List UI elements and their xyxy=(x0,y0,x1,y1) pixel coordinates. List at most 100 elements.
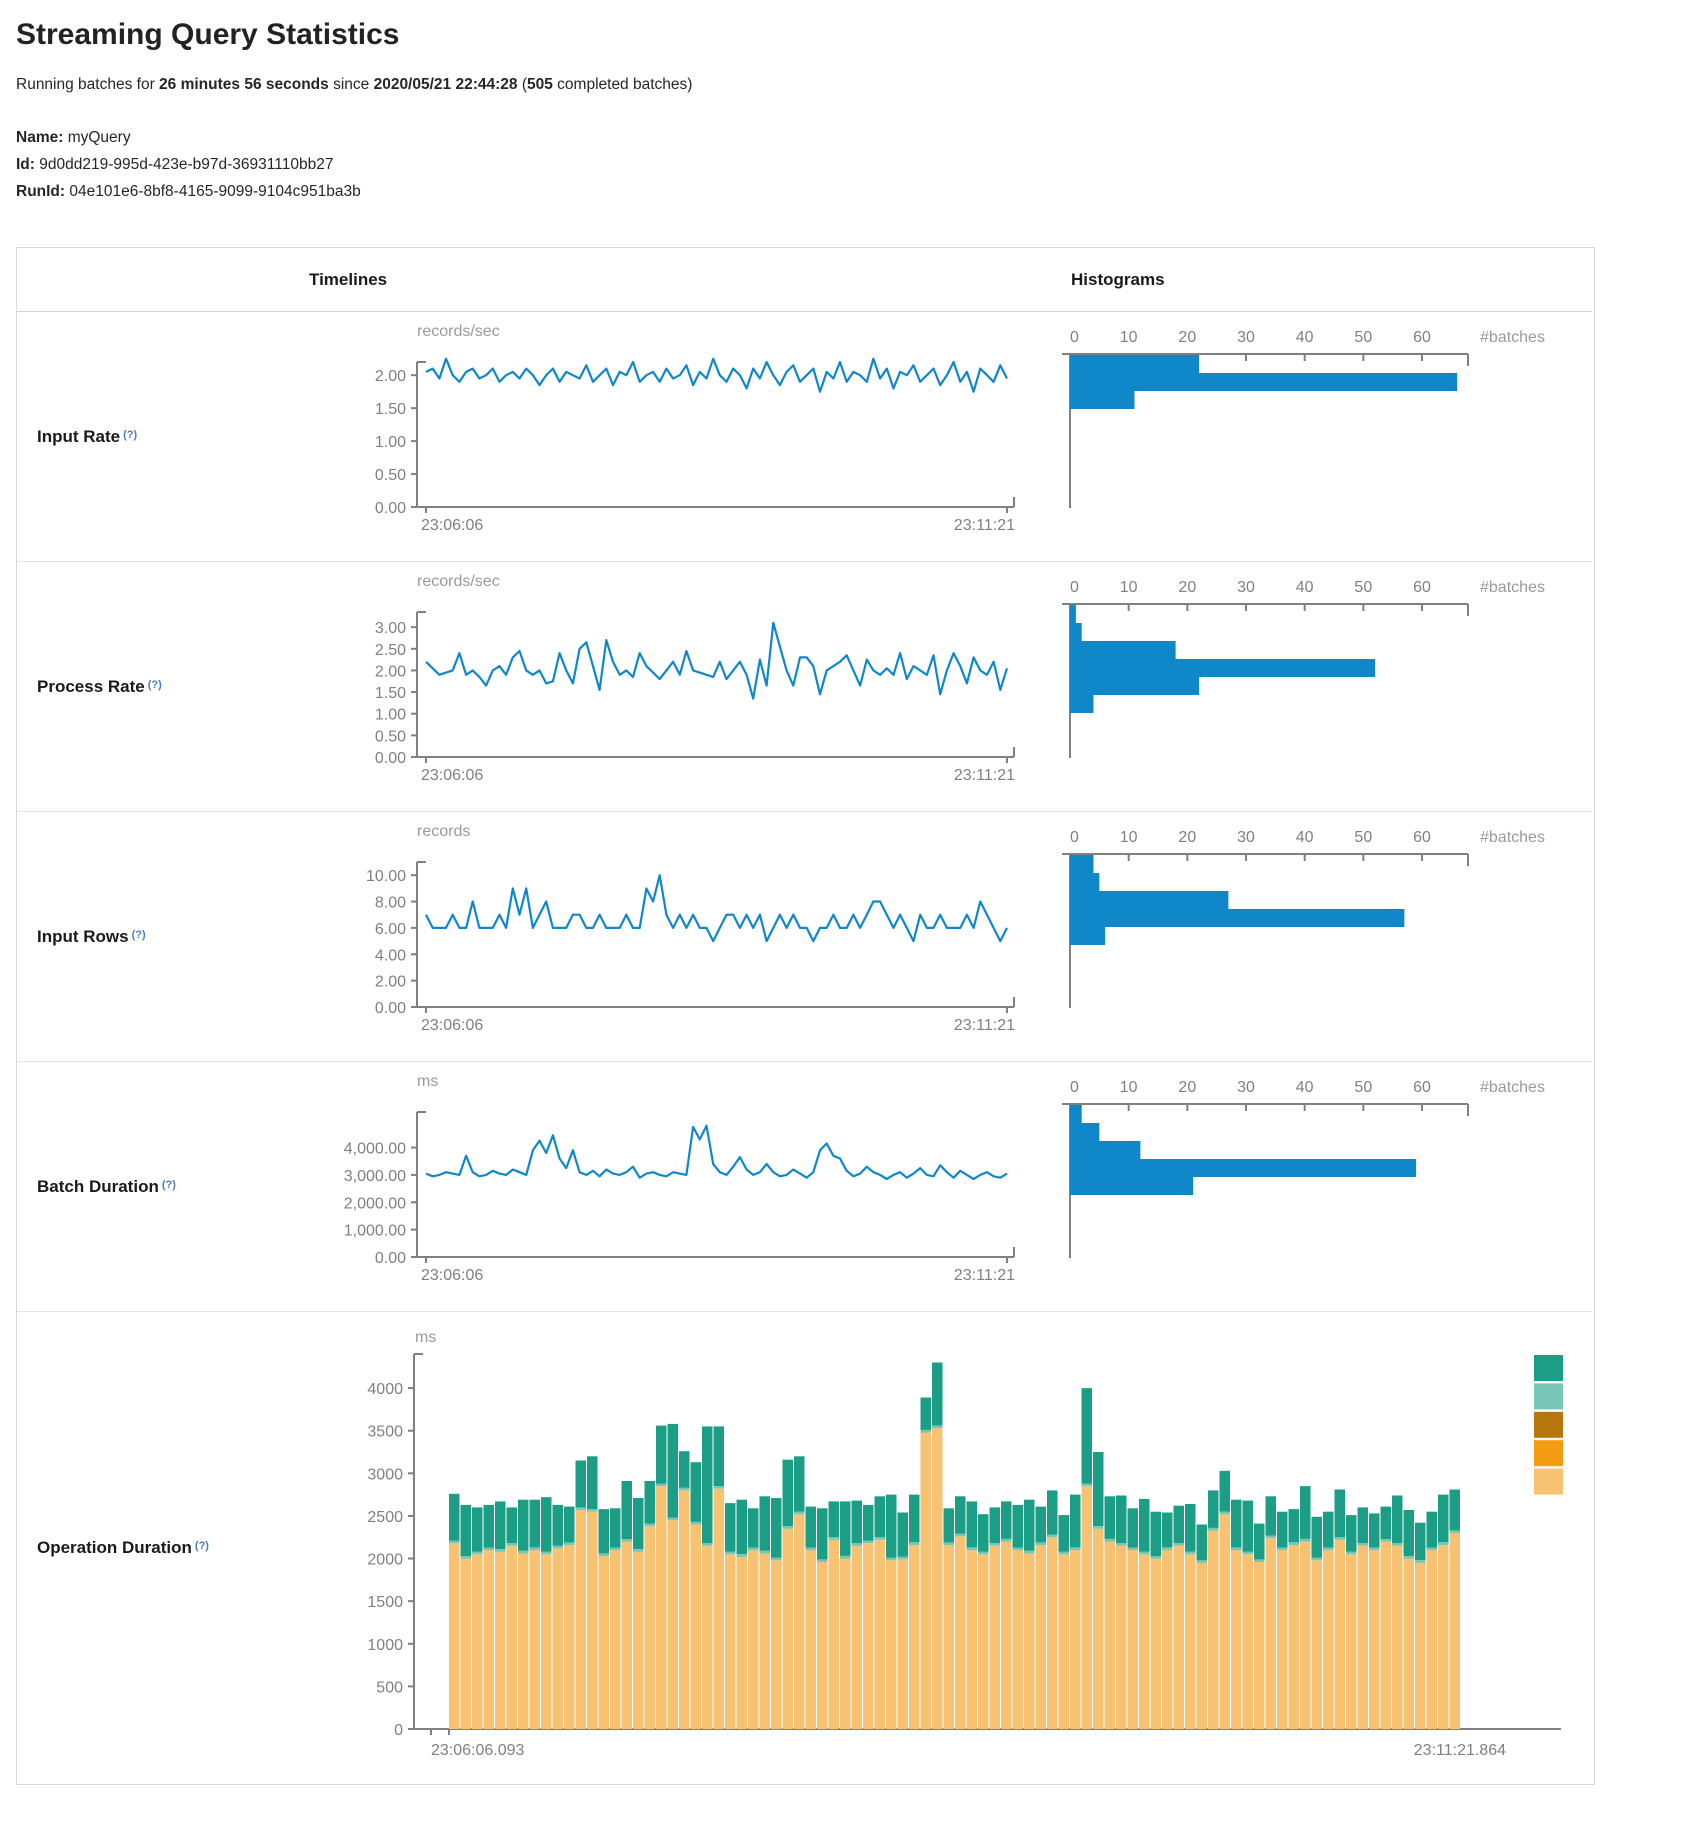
row-label-input-rows: Input Rows (?) xyxy=(17,812,291,1062)
batch-duration-histogram-chart: 0 10 20 30 40 50 60 #batches xyxy=(1056,1062,1592,1312)
input-rate-histogram-chart: 0 10 20 30 40 50 60 #batches xyxy=(1056,312,1592,562)
legend-swatch-2 xyxy=(1534,1411,1563,1438)
legend-swatch-0 xyxy=(1534,1355,1563,1381)
svg-text:1.50: 1.50 xyxy=(375,401,406,418)
svg-text:0.00: 0.00 xyxy=(375,1000,406,1017)
streaming-query-statistics-page: Streaming Query Statistics Running batch… xyxy=(0,18,1693,1838)
svg-text:0: 0 xyxy=(1070,829,1079,846)
process-rate-timeline-chart: records/sec 3.00 2.50 2.00 1.50 1.00 0.50 0.00 2… xyxy=(291,562,1056,812)
svg-text:0.50: 0.50 xyxy=(375,467,406,484)
id-value: 9d0dd219-995d-423e-b97d-36931110bb27 xyxy=(34,156,334,173)
svg-text:1.00: 1.00 xyxy=(375,707,406,724)
svg-text:20: 20 xyxy=(1178,1079,1196,1096)
svg-text:500: 500 xyxy=(376,1679,403,1696)
svg-text:60: 60 xyxy=(1413,829,1431,846)
column-header-histograms: Histograms xyxy=(1056,248,1592,312)
svg-text:23:11:21.864: 23:11:21.864 xyxy=(1414,1742,1506,1759)
svg-text:records/sec: records/sec xyxy=(417,323,500,340)
input-rows-timeline-chart: records 10.00 8.00 6.00 4.00 2.00 0.00 23:06:06… xyxy=(291,812,1056,1062)
batch-duration-help-icon[interactable]: (?) xyxy=(161,1178,176,1191)
svg-text:30: 30 xyxy=(1237,329,1255,346)
svg-text:23:06:06: 23:06:06 xyxy=(421,1017,483,1034)
id-label: Id: xyxy=(16,156,35,173)
svg-text:1000: 1000 xyxy=(367,1637,403,1654)
svg-text:1.50: 1.50 xyxy=(375,685,406,702)
row-label-batch-duration: Batch Duration (?) xyxy=(17,1062,291,1312)
legend-swatch-1 xyxy=(1534,1383,1563,1410)
svg-text:20: 20 xyxy=(1178,329,1196,346)
completed-batches-count: 505 xyxy=(526,76,553,93)
row-label-operation-duration: Operation Duration (?) xyxy=(17,1312,291,1784)
page-title: Streaming Query Statistics xyxy=(16,18,400,51)
process-rate-timeline-svg: records/sec 3.00 2.50 2.00 1.50 1.00 0.50 0.00 2… xyxy=(375,573,1015,784)
row-label-process-rate: Process Rate (?) xyxy=(17,562,291,812)
svg-text:4,000.00: 4,000.00 xyxy=(344,1141,406,1158)
operation-duration-label: Operation Duration xyxy=(37,1538,192,1557)
svg-text:23:11:21: 23:11:21 xyxy=(954,1267,1015,1284)
input-rate-label: Input Rate xyxy=(37,426,121,446)
column-header-timelines: Timelines xyxy=(291,248,1056,312)
batch-duration-timeline-chart: ms 4,000.00 3,000.00 2,000.00 1,000.00 0.00 23… xyxy=(291,1062,1056,1312)
batch-duration-timeline-svg: ms 4,000.00 3,000.00 2,000.00 1,000.00 0.00 23… xyxy=(344,1073,1015,1284)
svg-text:3500: 3500 xyxy=(367,1424,403,1441)
name-value: myQuery xyxy=(63,129,131,146)
svg-text:records: records xyxy=(417,823,470,840)
svg-text:50: 50 xyxy=(1354,829,1372,846)
svg-text:2.00: 2.00 xyxy=(375,974,406,991)
svg-text:4.00: 4.00 xyxy=(375,947,406,964)
input-rows-help-icon[interactable]: (?) xyxy=(131,928,146,941)
svg-text:3,000.00: 3,000.00 xyxy=(344,1168,406,1185)
input-rows-histogram-svg: 0 10 20 30 40 50 60 #batches xyxy=(1062,829,1545,1008)
input-rate-histogram-svg: 0 10 20 30 40 50 60 #batches xyxy=(1062,329,1545,508)
input-rate-timeline-svg: records/sec 2.00 1.50 1.00 0.50 0.00 23:06:06 2… xyxy=(375,323,1015,534)
svg-text:23:06:06.093: 23:06:06.093 xyxy=(431,1742,525,1759)
svg-text:40: 40 xyxy=(1296,829,1314,846)
svg-text:23:11:21: 23:11:21 xyxy=(954,767,1015,784)
query-name-row: Name: myQuery xyxy=(16,124,1693,151)
svg-text:50: 50 xyxy=(1354,1079,1372,1096)
svg-text:2,000.00: 2,000.00 xyxy=(344,1195,406,1212)
svg-text:0.50: 0.50 xyxy=(375,728,406,745)
svg-text:3.00: 3.00 xyxy=(375,620,406,637)
svg-text:23:11:21: 23:11:21 xyxy=(954,1017,1015,1034)
svg-text:0.00: 0.00 xyxy=(375,1250,406,1267)
svg-text:0.00: 0.00 xyxy=(375,500,406,517)
batch-duration-label: Batch Duration xyxy=(37,1176,159,1196)
svg-text:0: 0 xyxy=(1070,329,1079,346)
input-rate-help-icon[interactable]: (?) xyxy=(123,428,138,441)
since-text: since xyxy=(328,76,374,93)
svg-text:60: 60 xyxy=(1413,579,1431,596)
start-time: 2020/05/21 22:44:28 xyxy=(373,76,518,93)
input-rate-timeline-chart: records/sec 2.00 1.50 1.00 0.50 0.00 23:06:06 2… xyxy=(291,312,1056,562)
operation-duration-help-icon[interactable]: (?) xyxy=(194,1540,209,1552)
paren-open: ( xyxy=(517,76,527,93)
svg-text:23:06:06: 23:06:06 xyxy=(421,517,483,534)
svg-text:0: 0 xyxy=(1070,579,1079,596)
svg-text:1,000.00: 1,000.00 xyxy=(344,1223,406,1240)
svg-text:4000: 4000 xyxy=(367,1381,403,1398)
input-rows-histogram-chart: 0 10 20 30 40 50 60 #batches xyxy=(1056,812,1592,1062)
process-rate-histogram-chart: 0 10 20 30 40 50 60 #batches xyxy=(1056,562,1592,812)
svg-text:10: 10 xyxy=(1120,329,1138,346)
subtitle-prefix: Running batches for xyxy=(16,76,160,93)
query-runid-row: RunId: 04e101e6-8bf8-4165-9099-9104c951b… xyxy=(16,178,1693,205)
svg-text:50: 50 xyxy=(1354,579,1372,596)
svg-text:40: 40 xyxy=(1296,579,1314,596)
svg-text:0.00: 0.00 xyxy=(375,750,406,767)
header-empty-cell xyxy=(17,248,291,312)
svg-text:30: 30 xyxy=(1237,1079,1255,1096)
process-rate-histogram-svg: 0 10 20 30 40 50 60 #batches xyxy=(1062,579,1545,758)
runid-label: RunId: xyxy=(16,183,66,200)
svg-text:1.00: 1.00 xyxy=(375,434,406,451)
svg-text:60: 60 xyxy=(1413,1079,1431,1096)
process-rate-help-icon[interactable]: (?) xyxy=(147,678,162,691)
svg-text:10: 10 xyxy=(1120,579,1138,596)
statistics-table: Timelines Histograms Input Rate (?) recor… xyxy=(16,247,1595,1785)
svg-text:23:11:21: 23:11:21 xyxy=(954,517,1015,534)
svg-text:2000: 2000 xyxy=(367,1552,403,1569)
input-rows-label: Input Rows xyxy=(37,926,129,946)
svg-text:#batches: #batches xyxy=(1480,329,1545,346)
svg-text:1500: 1500 xyxy=(367,1594,403,1611)
svg-text:50: 50 xyxy=(1354,329,1372,346)
svg-text:2.50: 2.50 xyxy=(375,642,406,659)
